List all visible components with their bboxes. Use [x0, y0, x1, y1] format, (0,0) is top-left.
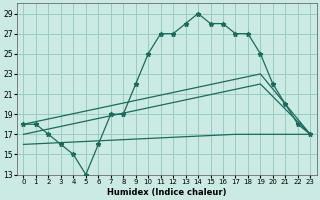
X-axis label: Humidex (Indice chaleur): Humidex (Indice chaleur) — [107, 188, 227, 197]
